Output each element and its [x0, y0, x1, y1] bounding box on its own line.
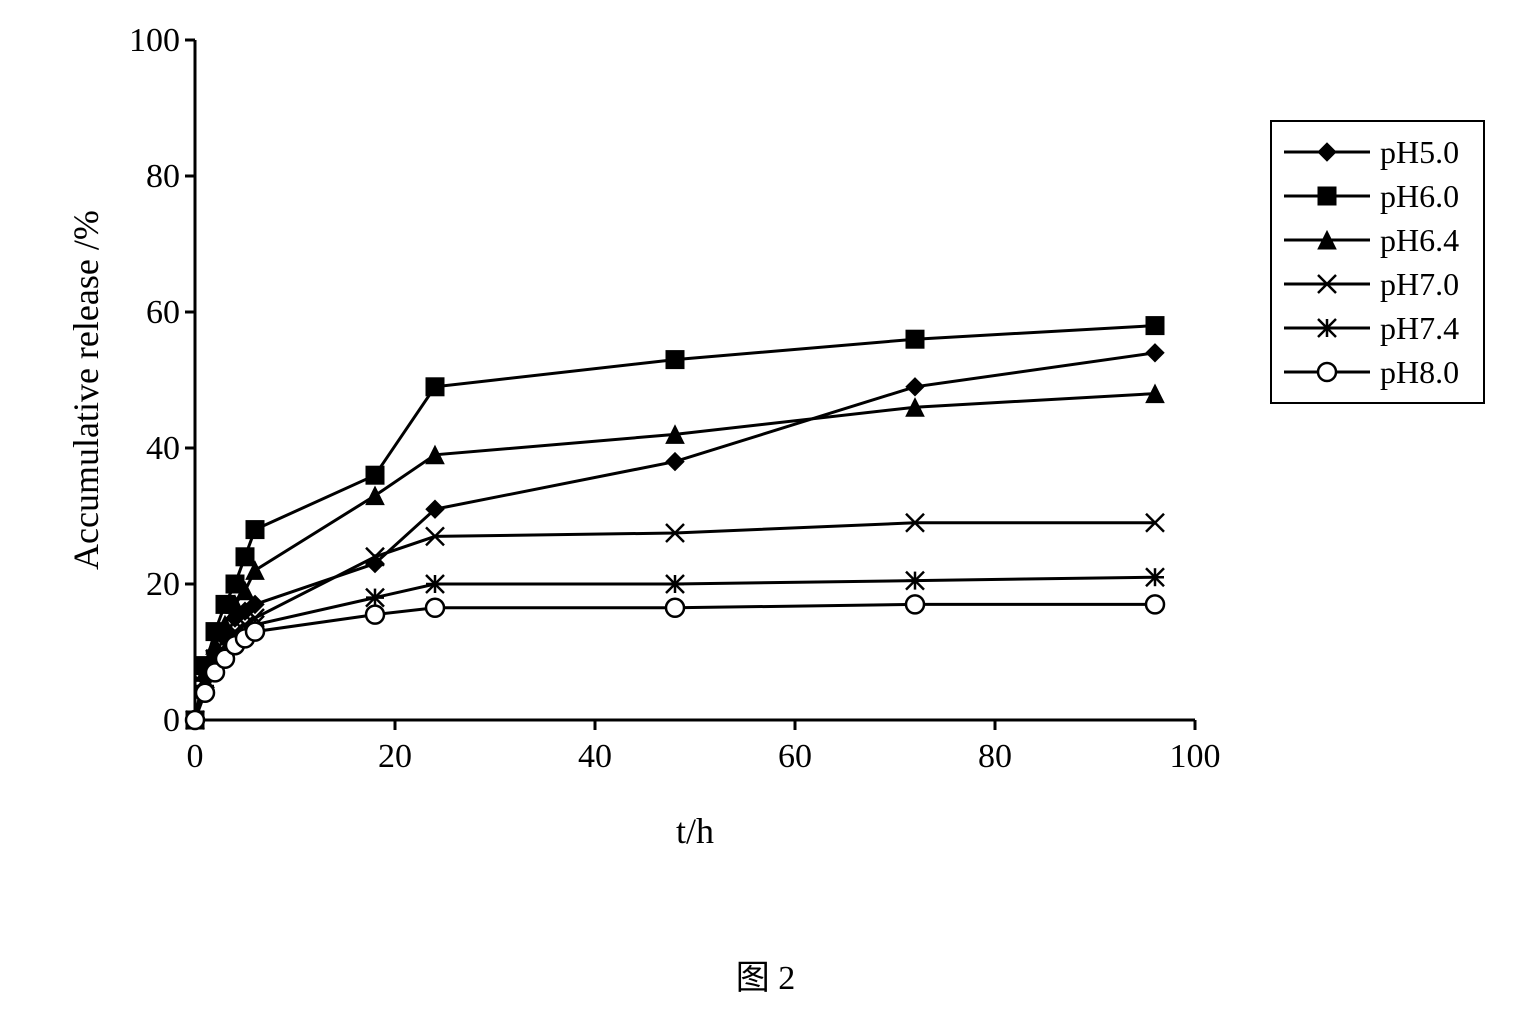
legend-item: pH5.0 [1282, 130, 1473, 174]
y-tick-label: 80 [115, 158, 180, 196]
y-tick-label: 60 [115, 294, 180, 332]
legend-marker-icon [1282, 357, 1372, 387]
legend-label: pH6.4 [1380, 222, 1459, 259]
y-tick-label: 100 [115, 22, 180, 60]
x-axis-label-text: t/h [676, 811, 714, 851]
y-axis-label: Accumulative release /% [65, 210, 107, 570]
x-tick-label: 100 [1165, 738, 1225, 776]
legend-marker-icon [1282, 313, 1372, 343]
figure-caption: 图 2 [0, 950, 1531, 999]
legend: pH5.0 pH6.0 pH6.4 pH7.0 pH7.4 pH8.0 [1270, 120, 1485, 404]
x-tick-label: 40 [565, 738, 625, 776]
legend-label: pH6.0 [1380, 178, 1459, 215]
legend-item: pH7.0 [1282, 262, 1473, 306]
y-tick-label: 40 [115, 430, 180, 468]
legend-item: pH7.4 [1282, 306, 1473, 350]
legend-item: pH8.0 [1282, 350, 1473, 394]
y-tick-label: 20 [115, 566, 180, 604]
x-tick-label: 0 [165, 738, 225, 776]
legend-marker-icon [1282, 181, 1372, 211]
legend-label: pH5.0 [1380, 134, 1459, 171]
line-chart [175, 20, 1215, 740]
y-axis-label-text: Accumulative release /% [66, 210, 106, 570]
x-tick-label: 20 [365, 738, 425, 776]
figure-caption-text: 图 2 [736, 960, 796, 997]
x-axis-label: t/h [195, 810, 1195, 852]
legend-label: pH8.0 [1380, 354, 1459, 391]
legend-marker-icon [1282, 269, 1372, 299]
legend-item: pH6.4 [1282, 218, 1473, 262]
page-root: Accumulative release /% t/h 0 20 40 60 80 100… [0, 0, 1531, 1035]
legend-marker-icon [1282, 137, 1372, 167]
legend-label: pH7.0 [1380, 266, 1459, 303]
legend-label: pH7.4 [1380, 310, 1459, 347]
legend-item: pH6.0 [1282, 174, 1473, 218]
y-tick-label: 0 [115, 702, 180, 740]
x-tick-label: 80 [965, 738, 1025, 776]
legend-marker-icon [1282, 225, 1372, 255]
x-tick-label: 60 [765, 738, 825, 776]
